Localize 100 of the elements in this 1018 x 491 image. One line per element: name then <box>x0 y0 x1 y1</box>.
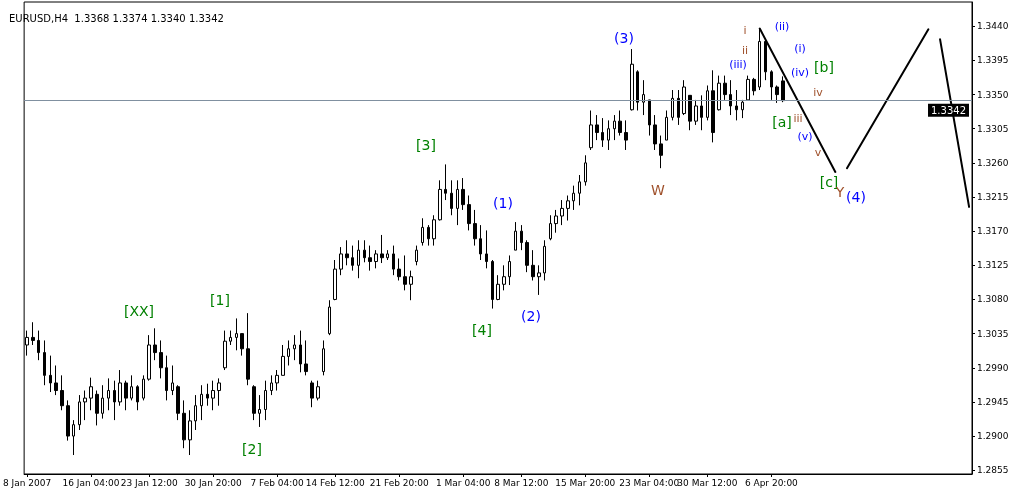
annotation: iv <box>813 85 824 99</box>
candlestick <box>578 174 581 206</box>
candlestick <box>171 364 174 396</box>
candlestick <box>264 380 267 421</box>
candlestick <box>775 84 779 104</box>
candlestick <box>694 99 698 126</box>
candlestick <box>554 209 558 234</box>
candlestick <box>648 99 651 137</box>
candlestick <box>491 259 494 310</box>
y-tick-label: 1.3215 <box>977 192 1009 203</box>
candlestick <box>66 399 70 442</box>
candlestick <box>83 390 87 421</box>
candlestick <box>339 246 343 276</box>
candlestick <box>124 380 128 411</box>
y-tick-label: 1.3395 <box>977 55 1009 66</box>
y-tick-label: 1.3170 <box>977 226 1009 237</box>
candlestick <box>333 259 337 301</box>
candlestick <box>368 245 372 272</box>
annotation: (2) <box>521 308 541 324</box>
candlestick <box>211 380 215 411</box>
candlestick <box>89 377 93 411</box>
candlestick <box>49 355 52 393</box>
x-tick-label: 6 Apr 20:00 <box>744 477 799 488</box>
candlestick <box>258 394 261 428</box>
candlestick <box>322 339 325 376</box>
candlestick <box>496 274 500 301</box>
candlestick <box>584 154 587 187</box>
x-tick-label: 30 Mar 12:00 <box>677 477 738 488</box>
candlestick <box>118 369 122 407</box>
candlestick <box>37 330 40 361</box>
candlestick <box>409 270 413 301</box>
candlestick <box>729 79 732 116</box>
y-tick-label: 1.3125 <box>977 260 1009 271</box>
candlestick <box>363 239 366 263</box>
candlestick <box>310 380 314 408</box>
annotation: [1] <box>210 292 230 308</box>
candlestick <box>397 257 401 281</box>
annotation: (v) <box>797 129 813 143</box>
candlestick <box>432 214 436 247</box>
y-tick-label: 1.2900 <box>977 431 1009 442</box>
annotation: [XX] <box>123 303 155 319</box>
candlestick <box>549 214 552 241</box>
candlestick <box>107 377 110 411</box>
candlestick <box>403 254 407 291</box>
candlestick <box>345 239 349 266</box>
candlestick <box>60 374 64 411</box>
candlestick <box>706 84 709 121</box>
candlestick <box>374 249 378 269</box>
x-tick-label: 15 Mar 20:00 <box>555 477 616 488</box>
candlestick <box>176 384 180 421</box>
candlestick <box>421 217 424 247</box>
candlestick <box>206 383 209 407</box>
candlestick <box>537 264 541 296</box>
candlestick <box>711 69 715 143</box>
candlestick <box>543 239 546 281</box>
candlestick <box>642 79 645 116</box>
candlestick <box>735 89 738 121</box>
candlestick <box>595 114 599 141</box>
annotation: (iv) <box>790 65 810 79</box>
candlestick <box>438 179 442 222</box>
y-tick-label: 1.3260 <box>977 157 1009 168</box>
candlestick <box>700 94 703 131</box>
candlestick <box>636 69 639 112</box>
annotation: ii <box>741 43 749 57</box>
x-tick-label: 1 Mar 04:00 <box>435 477 491 488</box>
candlestick <box>113 380 116 421</box>
annotation: i <box>743 23 747 37</box>
candlestick <box>235 317 238 351</box>
candlestick <box>607 119 610 151</box>
candlestick <box>78 394 81 431</box>
ref-line-label: 1.3342 <box>931 105 966 117</box>
candlestick <box>630 48 634 112</box>
x-tick-label: 7 Feb 04:00 <box>250 477 305 488</box>
candlestick <box>531 249 535 281</box>
candlestick <box>130 374 133 401</box>
candlestick <box>671 89 674 121</box>
y-tick-label: 1.2945 <box>977 396 1009 407</box>
candlestick <box>229 330 232 346</box>
annotation: (3) <box>614 30 634 46</box>
y-tick-label: 1.3350 <box>977 89 1009 100</box>
candlestick <box>153 327 157 361</box>
candlestick <box>240 333 244 357</box>
candlestick <box>72 419 75 456</box>
candlestick <box>723 75 727 101</box>
candlestick <box>665 110 668 141</box>
annotation: iii <box>793 111 803 125</box>
candlestick <box>566 195 570 222</box>
candlestick <box>200 384 203 421</box>
y-tick-label: 1.3035 <box>977 328 1009 339</box>
candlestick <box>456 179 459 226</box>
candlestick <box>380 234 384 264</box>
y-tick-label: 1.3305 <box>977 123 1009 134</box>
annotation: (ii) <box>774 19 790 33</box>
candlestick <box>159 339 163 379</box>
candlestick <box>299 330 302 373</box>
x-tick-label: 8 Mar 12:00 <box>494 477 549 488</box>
candlestick <box>473 209 477 247</box>
annotation: [a] <box>772 114 792 130</box>
candlestick <box>618 110 622 137</box>
candlestick <box>54 364 58 396</box>
